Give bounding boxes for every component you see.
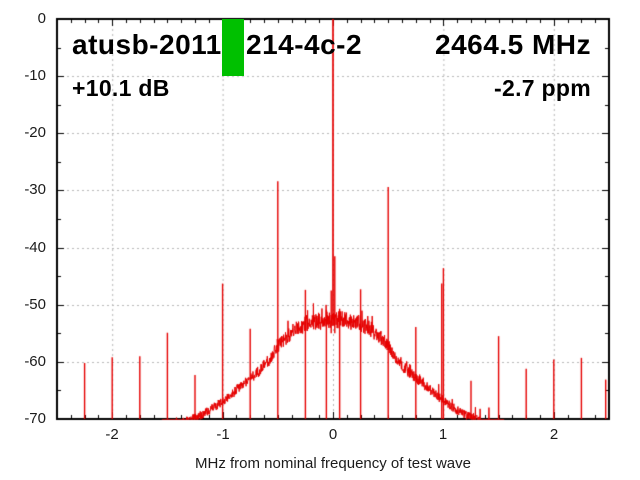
- center-frequency-label: 2464.5 MHz: [435, 29, 591, 60]
- device-id-label: atusb-2011: [72, 29, 222, 60]
- frequency-offset-label: -2.7 ppm: [494, 75, 591, 101]
- gain-label: +10.1 dB: [72, 75, 170, 101]
- pass-marker: [222, 19, 244, 76]
- device-id-suffix-label: 214-4c-2: [246, 29, 363, 60]
